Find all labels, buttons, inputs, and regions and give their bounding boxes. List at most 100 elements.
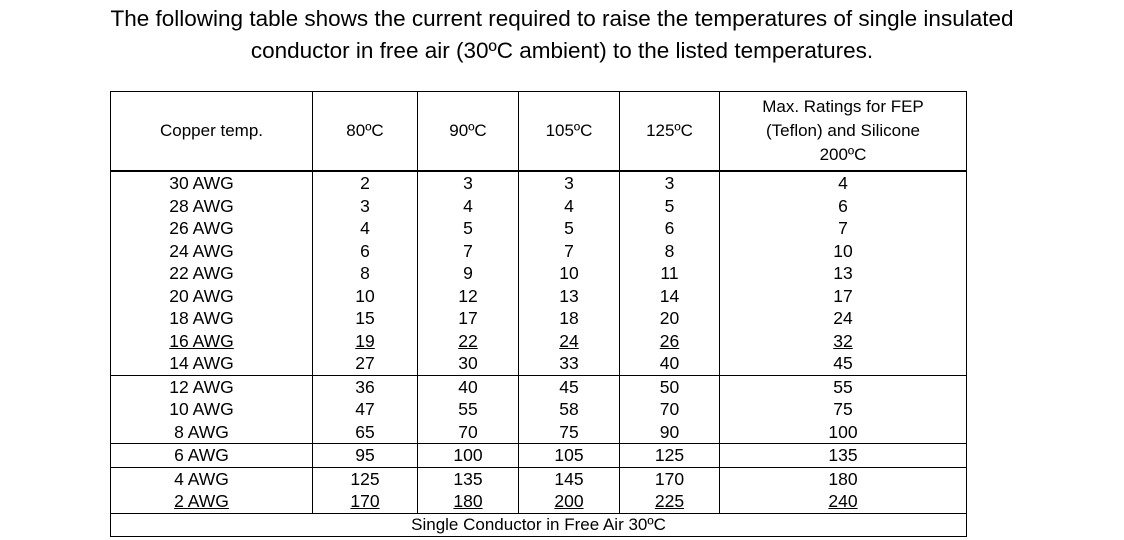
cell-value: 8 AWG bbox=[174, 421, 229, 442]
cell-value: 6 bbox=[664, 218, 675, 239]
cell-value: 14 bbox=[659, 285, 680, 306]
cell-value: 95 bbox=[355, 445, 375, 466]
table-row: 8 AWG 65 70 75 90 100 bbox=[110, 420, 967, 444]
cell-value: 180 bbox=[828, 468, 858, 489]
cell-amp-90c: 7 bbox=[417, 239, 519, 262]
table-row: 12 AWG 36 40 45 50 55 bbox=[110, 374, 967, 398]
cell-amp-200c: 32 bbox=[719, 329, 967, 352]
cell-gauge: 22 AWG bbox=[110, 262, 313, 285]
cell-amp-200c: 100 bbox=[719, 420, 967, 444]
cell-amp-90c: 3 bbox=[417, 171, 519, 195]
cell-value: 70 bbox=[458, 421, 478, 442]
cell-value: 19 bbox=[355, 330, 375, 351]
cell-value: 45 bbox=[833, 353, 853, 374]
cell-value: 30 AWG bbox=[169, 173, 234, 194]
cell-value: 17 bbox=[833, 285, 853, 306]
cell-value: 8 bbox=[360, 263, 370, 284]
cell-amp-80c: 36 bbox=[312, 374, 418, 398]
cell-value: 10 AWG bbox=[169, 399, 234, 420]
cell-amp-90c: 180 bbox=[417, 490, 519, 514]
cell-value: 145 bbox=[554, 468, 584, 489]
cell-value: 28 AWG bbox=[169, 195, 234, 216]
table-row: 20 AWG 10 12 13 14 17 bbox=[110, 284, 967, 307]
cell-value: 20 bbox=[659, 308, 680, 329]
cell-value: 36 bbox=[355, 376, 375, 397]
cell-amp-125c: 26 bbox=[619, 329, 720, 352]
table-row: 6 AWG 95 100 105 125 135 bbox=[110, 443, 967, 467]
cell-amp-105c: 18 bbox=[518, 307, 620, 330]
cell-gauge: 4 AWG bbox=[110, 466, 313, 490]
cell-amp-200c: 10 bbox=[719, 239, 967, 262]
cell-value: 55 bbox=[833, 376, 853, 397]
cell-value: 33 bbox=[559, 353, 579, 374]
cell-value: 105 bbox=[554, 445, 584, 466]
cell-amp-105c: 33 bbox=[518, 352, 620, 375]
cell-value: 180 bbox=[453, 491, 483, 512]
cell-value: 4 bbox=[360, 218, 370, 239]
cell-amp-80c: 15 bbox=[312, 307, 418, 330]
cell-value: 22 AWG bbox=[169, 263, 234, 284]
header-copper-temp: Copper temp. bbox=[110, 91, 313, 172]
cell-value: 125 bbox=[350, 468, 380, 489]
table-row: 24 AWG 6 7 7 8 10 bbox=[110, 239, 967, 262]
cell-value: 40 bbox=[659, 353, 680, 374]
cell-amp-105c: 5 bbox=[518, 217, 620, 240]
cell-gauge: 20 AWG bbox=[110, 284, 313, 307]
header-90c: 90ºC bbox=[417, 91, 519, 172]
cell-amp-125c: 40 bbox=[619, 352, 720, 375]
cell-amp-80c: 2 bbox=[312, 171, 418, 195]
table-row: 16 AWG 19 22 24 26 32 bbox=[110, 329, 967, 352]
cell-amp-90c: 70 bbox=[417, 420, 519, 444]
cell-amp-200c: 13 bbox=[719, 262, 967, 285]
cell-amp-90c: 12 bbox=[417, 284, 519, 307]
ampacity-table: Copper temp. 80ºC 90ºC 105ºC 125ºC Max. … bbox=[110, 91, 967, 537]
cell-value: 4 AWG bbox=[174, 468, 229, 489]
header-max-ratings-line-1: Max. Ratings for FEP bbox=[762, 97, 924, 116]
table-row: 28 AWG 3 4 4 5 6 bbox=[110, 194, 967, 217]
cell-value: 16 AWG bbox=[169, 330, 234, 351]
cell-amp-105c: 10 bbox=[518, 262, 620, 285]
cell-amp-80c: 170 bbox=[312, 490, 418, 514]
cell-value: 55 bbox=[458, 399, 478, 420]
cell-amp-90c: 9 bbox=[417, 262, 519, 285]
cell-value: 13 bbox=[559, 285, 579, 306]
cell-amp-105c: 3 bbox=[518, 171, 620, 195]
cell-value: 24 bbox=[559, 330, 579, 351]
cell-value: 135 bbox=[453, 468, 483, 489]
cell-amp-90c: 17 bbox=[417, 307, 519, 330]
cell-value: 10 bbox=[833, 240, 853, 261]
cell-value: 18 AWG bbox=[169, 308, 234, 329]
cell-amp-90c: 100 bbox=[417, 443, 519, 467]
cell-value: 170 bbox=[654, 468, 685, 489]
cell-amp-125c: 170 bbox=[619, 466, 720, 490]
cell-amp-200c: 17 bbox=[719, 284, 967, 307]
cell-value: 30 bbox=[458, 353, 478, 374]
cell-amp-200c: 4 bbox=[719, 171, 967, 195]
intro-paragraph: The following table shows the current re… bbox=[0, 3, 1124, 67]
cell-amp-125c: 6 bbox=[619, 217, 720, 240]
header-max-ratings-line-2: (Teflon) and Silicone bbox=[765, 121, 921, 140]
cell-value: 20 AWG bbox=[169, 285, 234, 306]
cell-amp-80c: 8 bbox=[312, 262, 418, 285]
cell-amp-125c: 125 bbox=[619, 443, 720, 467]
cell-amp-200c: 55 bbox=[719, 374, 967, 398]
cell-amp-80c: 65 bbox=[312, 420, 418, 444]
cell-value: 3 bbox=[564, 173, 574, 194]
cell-gauge: 26 AWG bbox=[110, 217, 313, 240]
cell-value: 26 bbox=[659, 330, 680, 351]
cell-value: 65 bbox=[355, 421, 375, 442]
cell-amp-200c: 135 bbox=[719, 443, 967, 467]
table-row: 2 AWG 170 180 200 225 240 bbox=[110, 490, 967, 514]
cell-amp-80c: 27 bbox=[312, 352, 418, 375]
table-row: 22 AWG 8 9 10 11 13 bbox=[110, 262, 967, 285]
cell-value: 26 AWG bbox=[169, 218, 234, 239]
cell-value: 15 bbox=[355, 308, 375, 329]
header-max-ratings: Max. Ratings for FEP (Teflon) and Silico… bbox=[719, 91, 967, 172]
cell-amp-90c: 5 bbox=[417, 217, 519, 240]
cell-amp-90c: 135 bbox=[417, 466, 519, 490]
table-footer-row: Single Conductor in Free Air 30ºC bbox=[110, 513, 967, 537]
cell-value: 100 bbox=[828, 421, 858, 442]
cell-value: 27 bbox=[355, 353, 375, 374]
cell-amp-80c: 3 bbox=[312, 194, 418, 217]
cell-amp-200c: 45 bbox=[719, 352, 967, 375]
